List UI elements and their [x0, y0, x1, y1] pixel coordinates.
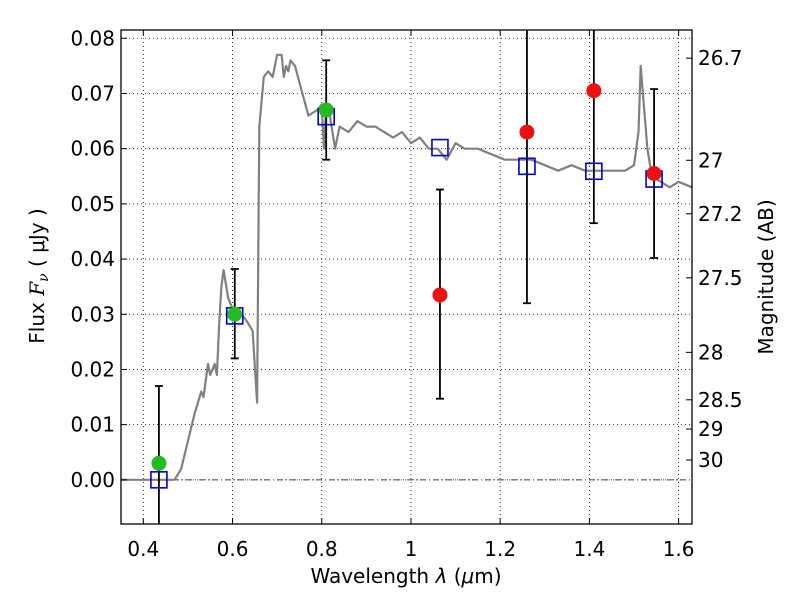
x-axis-title-text: Wavelength — [310, 564, 429, 588]
y-tick-label-0: 0.00 — [70, 468, 115, 492]
magnitude-axis-title: Magnitude (AB) — [754, 199, 778, 354]
error-bars — [154, 30, 659, 524]
model-box-4 — [518, 157, 536, 176]
y-axis-unit: ( μJy ) — [25, 208, 49, 267]
detection-point-1 — [227, 306, 243, 322]
x-axis-ticks: 0.4 0.6 0.8 1 1.2 1.4 1.6 — [127, 30, 695, 561]
mag-tick-label-0: 26.7 — [698, 46, 743, 70]
x-axis-symbol-lambda: λ — [434, 564, 447, 588]
detection-point-0 — [151, 455, 167, 471]
y-axis-title-text: Flux — [25, 302, 49, 344]
y-axis-ticks: 0.00 0.01 0.02 0.03 0.04 0.05 0.06 0.07 0.08 — [70, 26, 127, 492]
x-axis-title: Wavelength λ (μm) — [310, 564, 501, 588]
mag-tick-label-3: 27.5 — [698, 266, 743, 290]
detection-point-2 — [318, 102, 334, 118]
mag-tick-label-5: 28.5 — [698, 388, 743, 412]
x-tick-label-1: 0.6 — [217, 537, 249, 561]
x-axis-unit-open: ( — [454, 564, 462, 588]
mag-tick-label-7: 30 — [698, 448, 723, 472]
detections-error-bar-0 — [154, 385, 163, 524]
nondetection-point-2 — [586, 83, 602, 99]
grid-lines — [121, 30, 692, 524]
x-tick-label-2: 0.8 — [306, 537, 338, 561]
x-tick-label-5: 1.4 — [573, 537, 605, 561]
y-tick-label-3: 0.03 — [70, 302, 115, 326]
x-tick-label-6: 1.6 — [663, 537, 695, 561]
limits-error-bar-2 — [589, 30, 598, 225]
mag-tick-label-6: 29 — [698, 417, 723, 441]
mag-tick-label-2: 27.2 — [698, 202, 743, 226]
magnitude-axis-ticks: 26.7 27 27.2 27.5 28 28.5 29 30 — [686, 46, 743, 472]
model-box-5 — [585, 162, 603, 181]
y-axis-symbol-F: F — [25, 281, 49, 297]
y-tick-label-7: 0.07 — [70, 81, 115, 105]
nondetection-point-0 — [432, 287, 448, 303]
mag-tick-label-1: 27 — [698, 148, 723, 172]
model-sed-curve — [121, 53, 693, 481]
x-tick-label-4: 1.2 — [484, 537, 516, 561]
nondetection-point-3 — [646, 166, 662, 182]
nondetection-point-1 — [519, 124, 535, 140]
y-tick-label-4: 0.04 — [70, 247, 115, 271]
sed-line — [121, 53, 693, 481]
observed-points — [151, 83, 662, 471]
x-tick-label-0: 0.4 — [127, 537, 159, 561]
x-tick-label-3: 1 — [405, 537, 418, 561]
x-axis-unit-mu: μ — [461, 564, 475, 588]
y-tick-label-8: 0.08 — [70, 26, 115, 50]
model-box-3 — [431, 138, 449, 157]
model-box-0 — [150, 471, 168, 489]
y-tick-label-1: 0.01 — [70, 413, 115, 437]
mag-tick-label-4: 28 — [698, 340, 723, 364]
y-axis-title: Flux Fν ( μJy ) — [25, 208, 53, 343]
plot-frame — [120, 29, 693, 525]
y-tick-label-2: 0.02 — [70, 357, 115, 381]
y-axis-symbol-nu: ν — [36, 273, 52, 282]
x-axis-unit-rest: m) — [474, 564, 501, 588]
limits-error-bar-1 — [522, 30, 531, 305]
y-tick-label-5: 0.05 — [70, 192, 115, 216]
y-tick-label-6: 0.06 — [70, 137, 115, 161]
